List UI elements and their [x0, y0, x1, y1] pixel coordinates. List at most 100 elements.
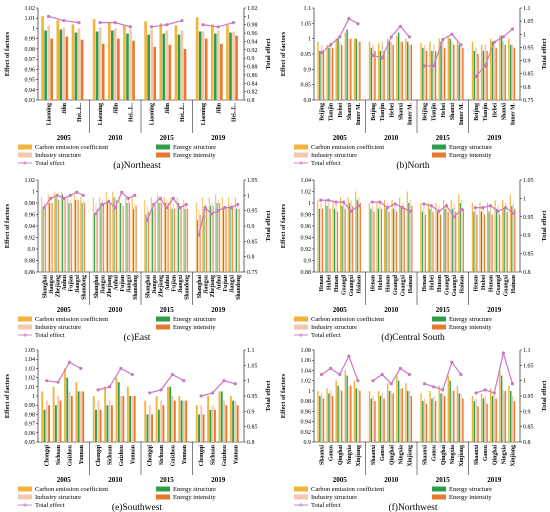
y-tick-label: 1.02	[25, 376, 36, 382]
legend-label: Energy intensity	[173, 152, 216, 159]
total-effect-marker	[452, 215, 456, 219]
bar-energy-intensity	[202, 414, 205, 442]
y2-tick-label: 0.9	[247, 409, 255, 415]
category-label: Hainan	[511, 274, 517, 293]
category-label: Fujian	[120, 274, 126, 291]
bar-energy-intensity	[331, 47, 334, 100]
legend-label: Total effect	[35, 332, 65, 339]
category-label: Ningxia	[347, 445, 353, 464]
total-effect-marker	[422, 64, 427, 68]
total-effect-marker	[371, 379, 375, 383]
y-tick-label: 0.9	[28, 247, 36, 253]
y2-tick-label: 0.85	[523, 72, 534, 78]
category-label: Tianjin	[432, 102, 438, 121]
bar-industry-structure	[232, 31, 235, 101]
y-tick-label: 0.98	[25, 412, 36, 418]
panel-caption: (a)Northeast	[113, 160, 161, 171]
bar-industry-structure	[159, 200, 161, 272]
bar-industry-structure	[120, 396, 122, 442]
bar-carbon	[447, 37, 450, 100]
legend-swatch	[432, 486, 446, 492]
bar-carbon	[429, 41, 431, 100]
y-tick-label: 0.97	[25, 57, 36, 63]
legend-swatch-marker	[23, 161, 27, 165]
legend-swatch	[432, 324, 446, 330]
bar-energy-structure	[158, 203, 160, 272]
bar-energy-intensity	[238, 208, 240, 272]
bar-energy-intensity	[151, 414, 153, 442]
category-label: Hei...l...	[77, 102, 83, 122]
total-effect-marker	[49, 196, 53, 200]
total-effect-marker	[501, 351, 505, 355]
bar-energy-structure	[100, 203, 102, 272]
total-effect-marker	[120, 190, 124, 194]
total-effect-marker	[385, 206, 390, 210]
bar-energy-structure	[397, 380, 400, 442]
year-label: 2010	[384, 134, 399, 142]
legend-swatch	[156, 486, 170, 492]
category-label: Jiangxi	[178, 275, 184, 293]
bar-industry-structure	[335, 203, 337, 272]
legend-label: Industry structure	[35, 152, 81, 159]
y-tick-label: 1.02	[301, 190, 312, 196]
category-label: Jiangsu	[203, 274, 209, 294]
bar-energy-intensity	[504, 390, 506, 442]
legend-swatch	[294, 486, 308, 492]
bar-carbon	[73, 194, 75, 272]
bar-energy-intensity	[225, 208, 227, 272]
bar-energy-intensity	[495, 398, 497, 442]
bar-energy-intensity	[443, 47, 446, 100]
y-tick-label: 1	[32, 26, 35, 32]
bar-industry-structure	[348, 385, 350, 442]
y2-tick-label: 0.88	[247, 65, 258, 71]
category-label: Jiangxi	[126, 275, 132, 293]
category-label: Jiangsu	[152, 274, 158, 294]
bar-energy-intensity	[84, 203, 86, 272]
bar-energy-intensity	[476, 214, 478, 272]
bar-energy-structure	[436, 211, 439, 272]
bar-energy-intensity	[344, 208, 346, 272]
bar-carbon	[443, 200, 445, 272]
bar-energy-intensity	[352, 205, 354, 272]
category-label: Hunan	[385, 274, 391, 292]
bar-energy-intensity	[65, 36, 69, 100]
y2-tick-label: 1	[247, 379, 250, 385]
bar-carbon	[326, 388, 328, 442]
y-tick-label: 1.02	[25, 178, 36, 184]
category-label: Jilin	[165, 102, 171, 114]
y-tick-label: 0.98	[301, 213, 312, 219]
bar-energy-structure	[346, 375, 348, 442]
y2-tick-label: 0.95	[247, 394, 258, 400]
bar-carbon	[347, 197, 349, 272]
total-effect-marker	[349, 209, 353, 213]
total-effect-marker	[94, 212, 98, 216]
panel-6: 1.08 1.06 1.04 1.02 1 0.98 0.96 0.94 0.92 0.9 1.1 1…	[280, 348, 548, 512]
year-label: 2019	[211, 134, 226, 142]
total-effect-marker	[408, 209, 412, 213]
bar-industry-structure	[63, 197, 65, 272]
bar-industry-structure	[185, 205, 187, 272]
total-effect-marker	[56, 380, 60, 384]
total-effect-marker	[197, 233, 201, 237]
bar-industry-structure	[108, 400, 111, 442]
bar-industry-structure	[237, 205, 239, 272]
y-tick-label: 0.96	[25, 67, 36, 73]
total-effect-marker	[334, 200, 338, 204]
legend-label: Total effect	[311, 332, 341, 339]
y-tick-label: 0.98	[25, 47, 36, 53]
category-label: Chongqi	[96, 445, 102, 467]
total-effect-marker	[113, 206, 117, 210]
y2-tick-label: 1	[247, 14, 250, 20]
bar-energy-intensity	[148, 211, 150, 272]
bar-carbon	[399, 197, 401, 272]
bar-carbon	[183, 200, 185, 272]
bar-carbon	[118, 197, 120, 272]
bar-carbon	[226, 25, 229, 100]
bar-industry-structure	[95, 203, 97, 272]
y2-axis-title: Total effect	[541, 210, 548, 242]
bar-industry-structure	[460, 44, 462, 100]
bar-industry-structure	[320, 203, 322, 272]
bar-industry-structure	[505, 203, 507, 272]
bar-industry-structure	[390, 41, 393, 100]
